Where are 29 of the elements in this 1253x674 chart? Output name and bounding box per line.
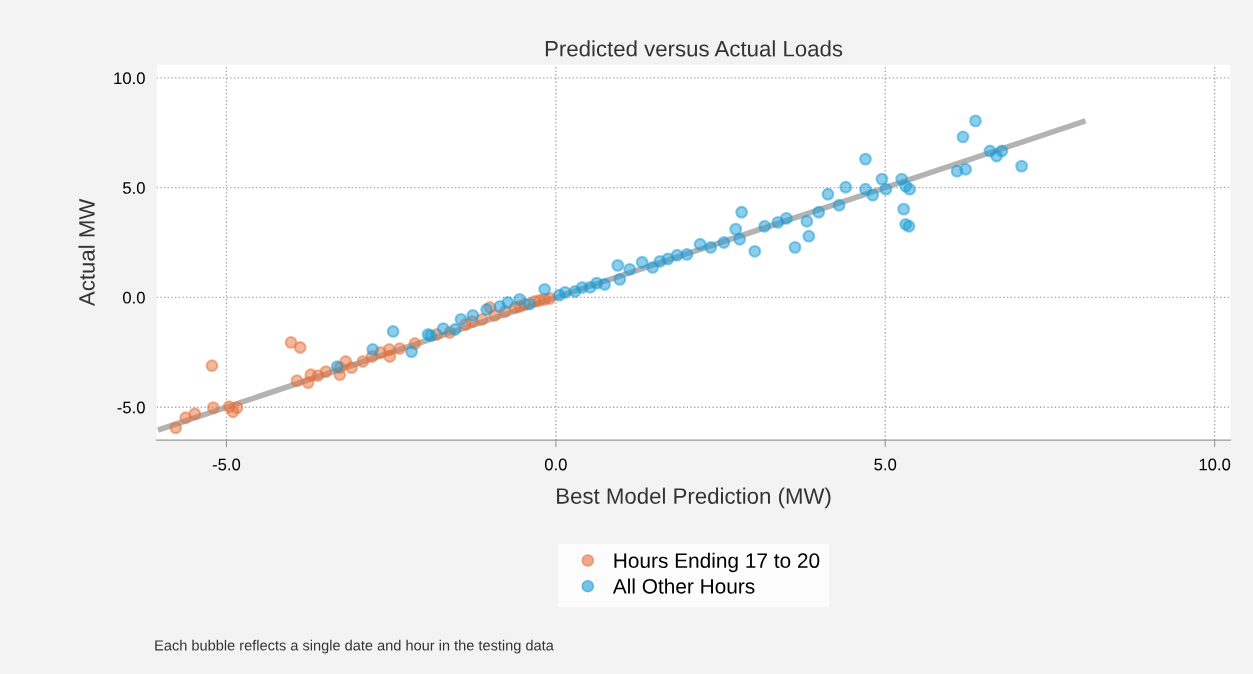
point [169,421,183,435]
y-tick-label: 0.0 [123,291,145,304]
y-tick-label: -5.0 [117,401,145,414]
y-axis-title: Actual MW [78,198,95,307]
x-tick-label: 10.0 [1199,458,1231,471]
point [206,401,220,415]
point [393,342,407,355]
point [356,355,370,368]
point [293,341,307,354]
x-tick-label: 0.0 [544,458,567,471]
point [345,361,359,375]
legend-label: All Other Hours [612,578,755,594]
point [290,374,304,388]
legend-label: Hours Ending 17 to 20 [614,552,820,573]
text: Each bubble reflects a single date and hour in the testing data [155,639,554,654]
point [319,365,333,379]
point [179,411,193,425]
x-axis-title: Best Model Prediction (MW) [557,487,831,509]
chart-title: Predicted versus Actual Loads [545,40,843,57]
point [230,401,244,415]
y-tick-label: 10.0 [114,72,145,85]
x-tick-label: -5.0 [212,458,241,471]
point [532,294,546,307]
point [188,407,202,421]
point [284,336,298,349]
point [205,359,219,373]
y-tick-label: 5.0 [123,182,145,194]
x-tick-label: 5.0 [874,458,897,471]
point [383,350,397,363]
